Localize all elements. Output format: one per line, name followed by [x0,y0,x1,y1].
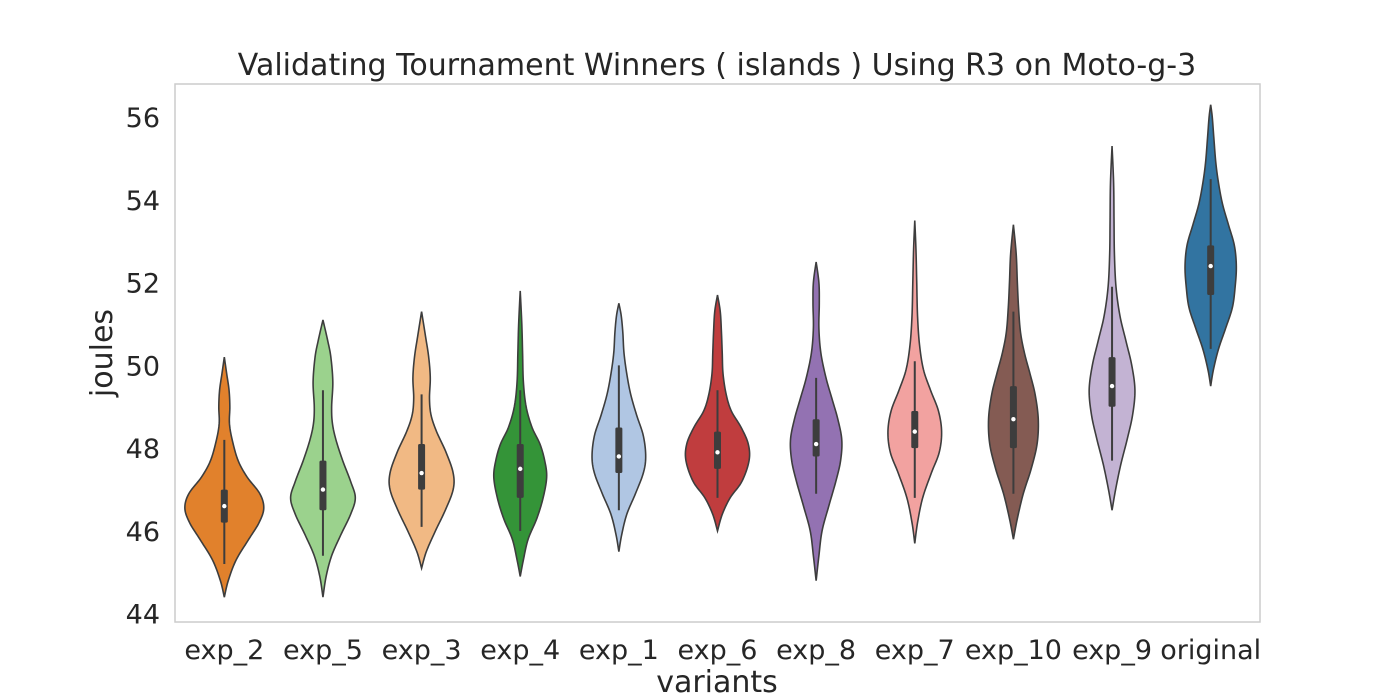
y-axis-ticks: 44 46 48 50 52 54 56 [126,103,160,631]
x-tick-label: exp_5 [283,635,363,666]
x-tick-label: exp_8 [776,635,856,666]
y-tick-label: 44 [126,600,160,631]
iqr-box-exp_9 [1108,357,1116,407]
iqr-box-exp_1 [615,427,623,474]
y-tick-label: 52 [126,269,160,300]
x-axis-ticks: exp_2 exp_5 exp_3 exp_4 exp_1 exp_6 exp_8 exp_7… [184,635,1261,666]
chart-title: Validating Tournament Winners ( islands … [238,48,1196,83]
x-tick-label: exp_1 [579,635,659,666]
median-original [1208,263,1213,269]
iqr-box-exp_3 [418,444,426,490]
x-tick-label: exp_2 [184,635,264,666]
y-tick-label: 54 [126,186,160,217]
x-tick-label: exp_10 [965,635,1062,666]
median-exp_5 [320,487,326,492]
violins-group [184,104,1238,598]
y-tick-label: 56 [126,103,160,134]
median-exp_1 [616,454,622,459]
median-exp_9 [1109,383,1115,389]
x-tick-label: exp_9 [1072,635,1152,666]
x-tick-label: exp_3 [382,635,462,666]
y-tick-label: 50 [126,351,160,382]
x-axis-label: variants [656,665,778,700]
median-exp_3 [419,470,424,476]
median-exp_10 [1011,417,1016,422]
y-tick-label: 48 [126,434,160,465]
median-exp_6 [715,450,720,455]
y-tick-label: 46 [126,517,160,548]
median-exp_2 [222,503,227,509]
x-tick-label: exp_6 [678,635,758,666]
x-tick-label: original [1160,635,1261,666]
y-axis-label: joules [85,309,120,398]
iqr-box-exp_5 [319,460,327,511]
iqr-box-original [1207,245,1215,296]
iqr-box-exp_8 [812,419,820,457]
x-tick-label: exp_7 [875,635,955,666]
median-exp_4 [518,466,523,472]
median-exp_7 [912,429,917,434]
x-tick-label: exp_4 [480,635,560,666]
median-exp_8 [813,441,819,447]
